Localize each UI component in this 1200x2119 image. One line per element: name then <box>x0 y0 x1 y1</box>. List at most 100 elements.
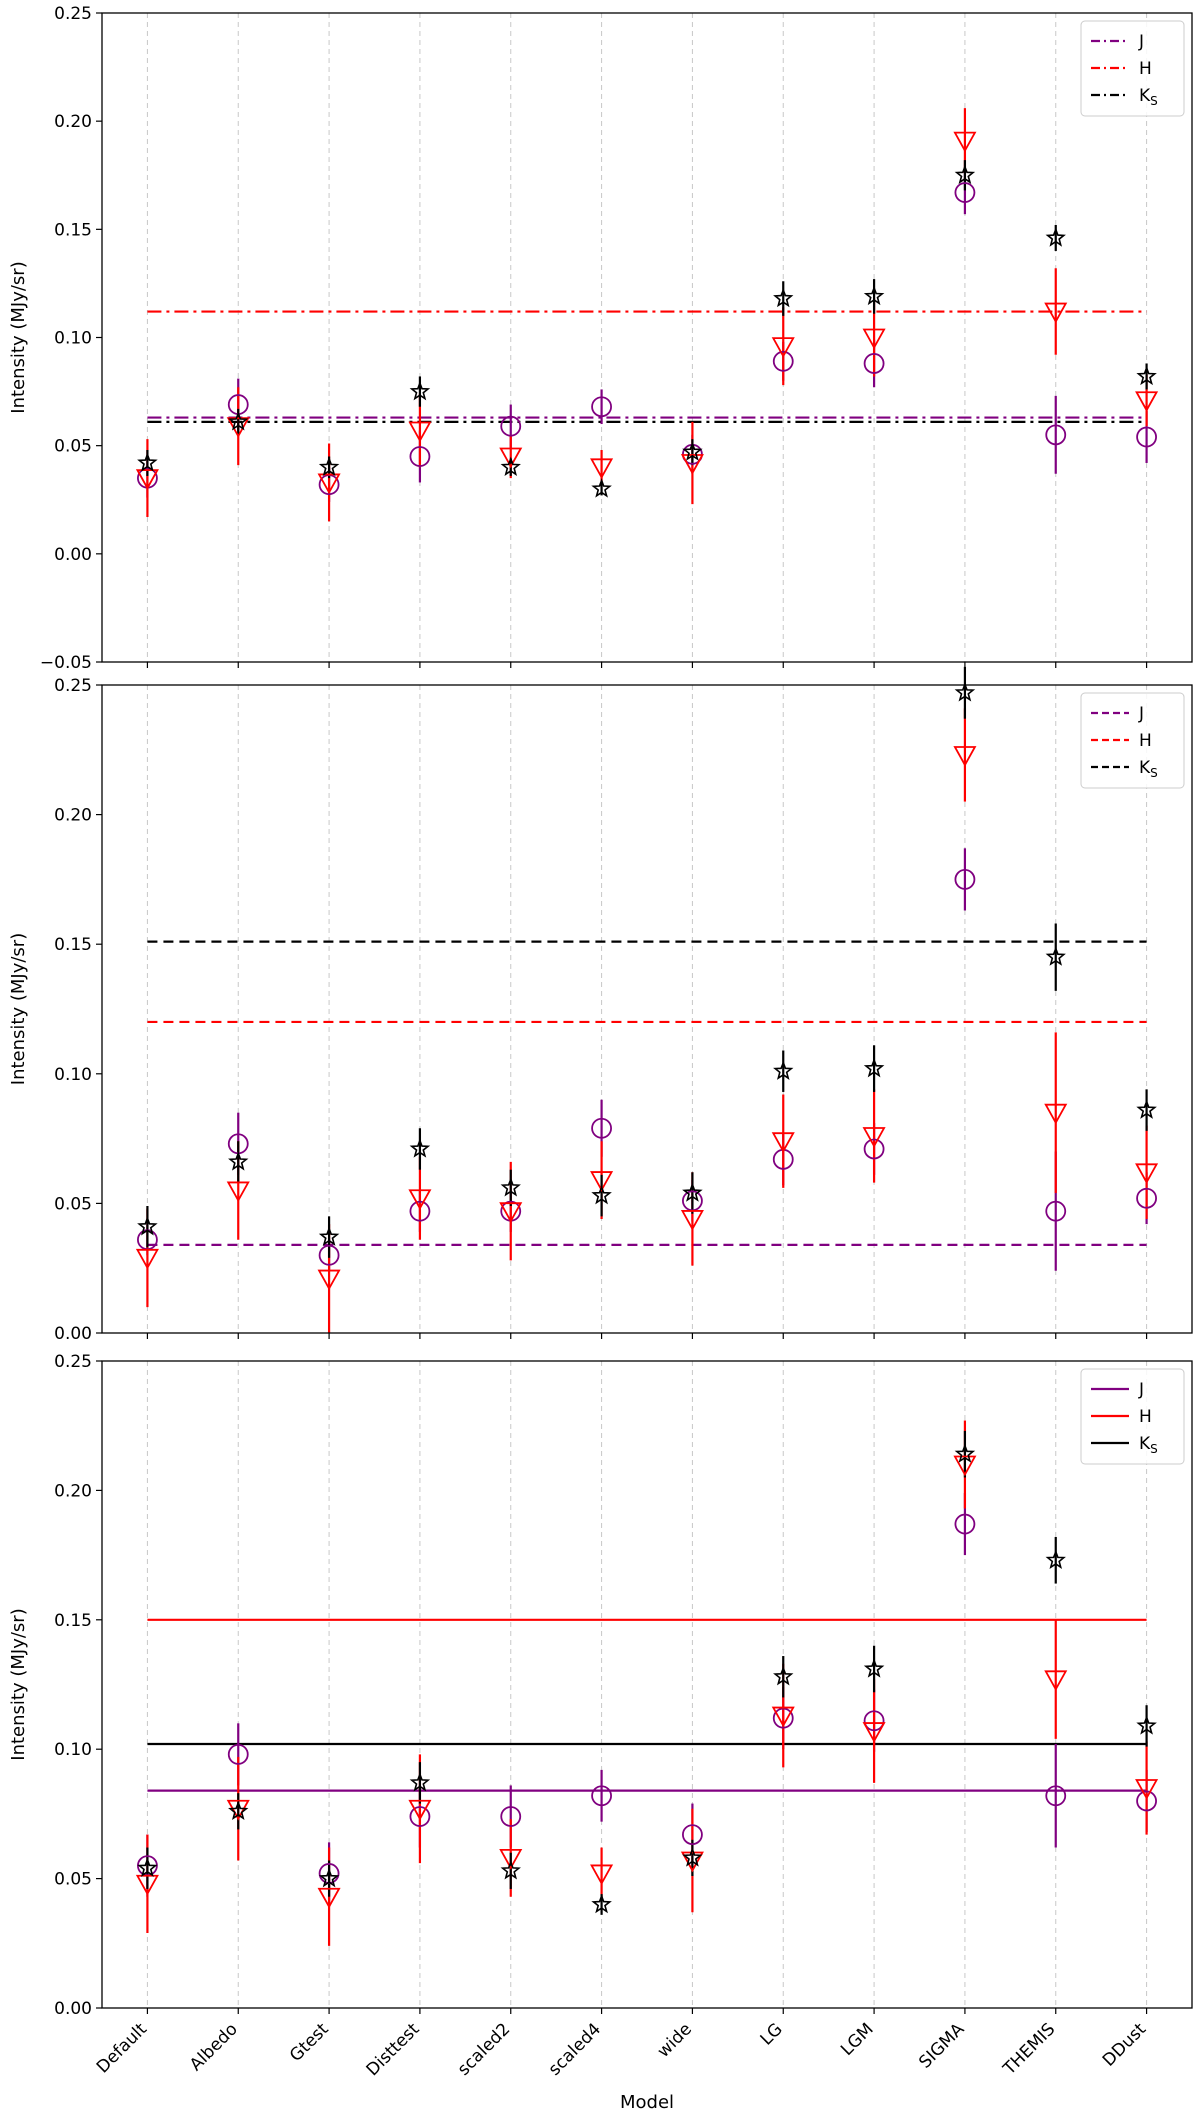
legend-label-j: J <box>1138 32 1144 52</box>
point-h-themis <box>1044 1103 1068 1125</box>
point-j-disttest <box>409 1806 431 1827</box>
y-tick-label: 0.20 <box>54 806 92 826</box>
point-j-gtest <box>318 1244 340 1266</box>
x-tick-label-lg: LG <box>757 2019 787 2049</box>
point-h-default <box>135 1248 159 1270</box>
point-h-albedo <box>226 1181 250 1203</box>
point-h-scaled4 <box>590 1171 614 1192</box>
legend-label-ks: KS <box>1139 86 1158 108</box>
point-j-disttest <box>409 1200 431 1222</box>
point-ks-lgm <box>863 1057 885 1078</box>
point-h-scaled4 <box>590 1864 614 1886</box>
y-tick-label: 0.05 <box>54 437 92 457</box>
point-j-themis <box>1045 1785 1067 1807</box>
point-j-ddust <box>1136 1187 1157 1209</box>
point-h-sigma <box>953 746 977 767</box>
point-ks-scaled2 <box>500 456 521 477</box>
point-j-scaled4 <box>591 1785 612 1807</box>
y-tick-label: 0.10 <box>54 329 92 349</box>
point-h-disttest <box>408 1799 432 1821</box>
legend-label-h: H <box>1139 59 1152 79</box>
point-j-scaled2 <box>500 1806 522 1827</box>
x-tick-label-wide: wide <box>654 2019 696 2061</box>
point-h-sigma <box>953 131 977 153</box>
y-tick-label: 0.25 <box>54 676 92 696</box>
y-tick-label: 0.10 <box>54 1065 92 1085</box>
axes-frame <box>101 12 1193 663</box>
point-h-scaled2 <box>499 1848 523 1870</box>
point-h-disttest <box>408 1189 432 1211</box>
point-j-themis <box>1045 1200 1067 1222</box>
point-h-gtest <box>317 1887 341 1909</box>
legend-label-h: H <box>1139 1407 1152 1427</box>
y-tick-label: 0.05 <box>54 1194 92 1214</box>
point-j-ddust <box>1136 426 1157 448</box>
point-h-wide <box>680 1851 704 1873</box>
point-ks-scaled4 <box>591 478 612 498</box>
y-axis-label: Intensity (MJy/sr) <box>8 261 29 413</box>
point-ks-themis <box>1045 1549 1066 1570</box>
y-tick-label: 0.20 <box>54 112 92 132</box>
legend: JH KS <box>1080 692 1185 789</box>
point-j-scaled2 <box>500 415 522 437</box>
point-h-ddust <box>1135 1163 1159 1185</box>
point-h-scaled2 <box>499 1202 523 1224</box>
y-axis-label: Intensity (MJy/sr) <box>8 1608 29 1760</box>
y-tick-label: 0.00 <box>54 545 92 565</box>
point-ks-scaled4 <box>591 1893 612 1914</box>
point-ks-lg <box>773 287 794 308</box>
point-ks-gtest <box>318 456 340 477</box>
point-j-lg <box>772 1707 794 1729</box>
x-tick-label-scaled2: scaled2 <box>454 2019 514 2079</box>
point-j-sigma <box>954 869 976 890</box>
point-j-ddust <box>1136 1790 1157 1812</box>
point-ks-lg <box>773 1060 794 1080</box>
point-j-lgm <box>863 1138 885 1160</box>
point-h-lgm <box>862 1722 886 1743</box>
point-h-albedo <box>226 1799 250 1821</box>
point-j-lgm <box>863 353 885 374</box>
x-tick-label-gtest: Gtest <box>286 2019 333 2066</box>
legend-box <box>1080 20 1185 117</box>
point-h-disttest <box>408 421 432 443</box>
y-tick-label: 0.20 <box>54 1481 92 1501</box>
point-h-ddust <box>1135 1779 1159 1800</box>
x-tick-label-sigma: SIGMA <box>915 2019 968 2072</box>
panel-3: 0.00 0.05 0.10 0.15 0.20 0.25 Default Albedo Gte… <box>8 1352 1193 2113</box>
point-j-lgm <box>863 1710 885 1732</box>
point-j-lg <box>772 350 794 372</box>
point-j-scaled4 <box>591 396 612 418</box>
point-h-themis <box>1044 1670 1068 1692</box>
point-j-themis <box>1045 424 1067 446</box>
point-j-wide <box>682 1824 703 1846</box>
legend-box <box>1080 692 1185 789</box>
y-tick-label: 0.10 <box>54 1740 92 1760</box>
point-ks-disttest <box>409 380 431 401</box>
legend: JH KS <box>1080 1368 1185 1465</box>
point-j-sigma <box>954 182 976 203</box>
point-h-wide <box>680 1210 704 1231</box>
x-tick-label-ddust: DDust <box>1099 2019 1150 2070</box>
point-h-gtest <box>317 473 341 495</box>
point-ks-lgm <box>863 1658 885 1678</box>
y-tick-label: 0.05 <box>54 1870 92 1890</box>
x-axis-label: Model <box>620 2092 674 2113</box>
legend-label-j: J <box>1138 1380 1144 1400</box>
point-ks-scaled2 <box>500 1177 521 1197</box>
point-ks-albedo <box>228 1151 249 1171</box>
point-ks-themis <box>1045 227 1066 247</box>
y-axis-label: Intensity (MJy/sr) <box>8 933 29 1085</box>
point-h-lg <box>771 1706 795 1728</box>
y-tick-label: 0.15 <box>54 1611 92 1631</box>
point-ks-scaled4 <box>591 1184 612 1205</box>
point-ks-sigma <box>954 1443 976 1463</box>
point-ks-default <box>137 452 158 472</box>
point-ks-wide <box>682 1182 703 1202</box>
point-h-gtest <box>317 1269 341 1291</box>
x-tick-label-default: Default <box>93 2019 151 2077</box>
point-ks-ddust <box>1136 1715 1157 1735</box>
point-ks-themis <box>1045 946 1066 966</box>
panel-1: −0.05 0.00 0.05 0.10 0.15 0.20 0.25 Intensity (… <box>8 4 1193 673</box>
point-ks-disttest <box>409 1772 431 1792</box>
